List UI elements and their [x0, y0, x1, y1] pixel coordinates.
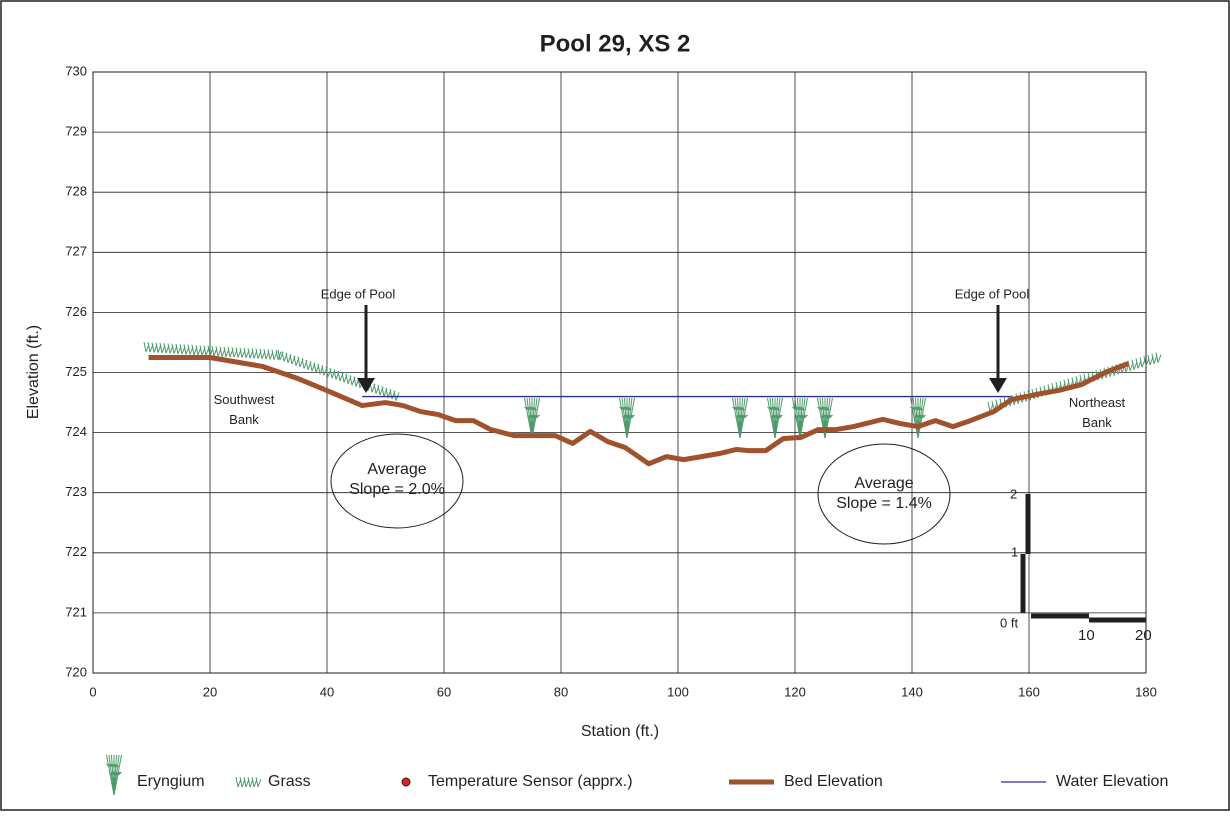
x-tick-label: 100: [667, 684, 689, 699]
eryngium-icon: [531, 397, 540, 439]
grass-icon: [255, 776, 262, 788]
annotation: Average Slope = 2.0%: [349, 461, 445, 498]
series-line: [148, 354, 1130, 467]
y-tick-label: 725: [65, 364, 87, 379]
arrowhead: [357, 378, 375, 393]
eryngium-icon: [774, 397, 783, 439]
legend-label: Temperature Sensor (apprx.): [428, 773, 633, 790]
scale-label: 2: [1010, 486, 1017, 501]
eryngium-icon: [917, 397, 926, 439]
y-tick-label: 730: [65, 63, 87, 78]
y-tick-label: 726: [65, 304, 87, 319]
y-axis-label: Elevation (ft.): [25, 325, 42, 419]
x-tick-label: 40: [320, 684, 334, 699]
x-tick-label: 140: [901, 684, 923, 699]
legend-label: Bed Elevation: [784, 773, 883, 790]
scale-label: 0 ft: [1000, 615, 1018, 630]
y-tick-label: 727: [65, 244, 87, 259]
legend-label: Water Elevation: [1056, 773, 1168, 790]
eryngium-icon: [739, 397, 748, 439]
eryngium-icon: [113, 754, 122, 796]
grass-icon: [393, 390, 400, 401]
scale-label: 1: [1011, 544, 1018, 559]
x-tick-label: 120: [784, 684, 806, 699]
legend-icon: [235, 776, 262, 788]
y-tick-label: 722: [65, 544, 87, 559]
x-tick-label: 160: [1018, 684, 1040, 699]
x-tick-label: 0: [89, 684, 96, 699]
y-tick-label: 724: [65, 424, 87, 439]
annotation: Average Slope = 1.4%: [836, 475, 932, 512]
slope-ellipse: [330, 433, 464, 529]
annotation: Southwest Bank: [214, 392, 275, 427]
legend-label: Grass: [268, 773, 311, 790]
y-tick-label: 720: [65, 664, 87, 679]
x-tick-label: 180: [1135, 684, 1157, 699]
annotation: Edge of Pool: [955, 286, 1030, 301]
x-tick-label: 80: [554, 684, 568, 699]
arrowhead: [989, 378, 1007, 393]
annotation: Northeast Bank: [1069, 395, 1126, 430]
y-tick-label: 723: [65, 484, 87, 499]
scale-label: 10: [1078, 627, 1095, 644]
y-tick-label: 728: [65, 184, 87, 199]
annotation: Edge of Pool: [321, 286, 396, 301]
scale-bar: [1020, 494, 1146, 623]
grass-icon: [1155, 352, 1162, 363]
scale-label: 20: [1135, 627, 1152, 644]
chart-title: Pool 29, XS 2: [540, 30, 691, 57]
y-tick-label: 721: [65, 604, 87, 619]
legend-icon: [106, 754, 122, 796]
y-tick-label: 729: [65, 124, 87, 139]
legend-label: Eryngium: [137, 773, 205, 790]
slope-ellipse: [817, 443, 951, 545]
eryngium-icon: [799, 397, 808, 439]
x-tick-label: 60: [437, 684, 451, 699]
x-tick-label: 20: [203, 684, 217, 699]
legend-icon: [401, 777, 411, 787]
eryngium-icon: [626, 397, 635, 439]
vegetation: [143, 341, 1162, 439]
x-axis-label: Station (ft.): [581, 723, 659, 740]
